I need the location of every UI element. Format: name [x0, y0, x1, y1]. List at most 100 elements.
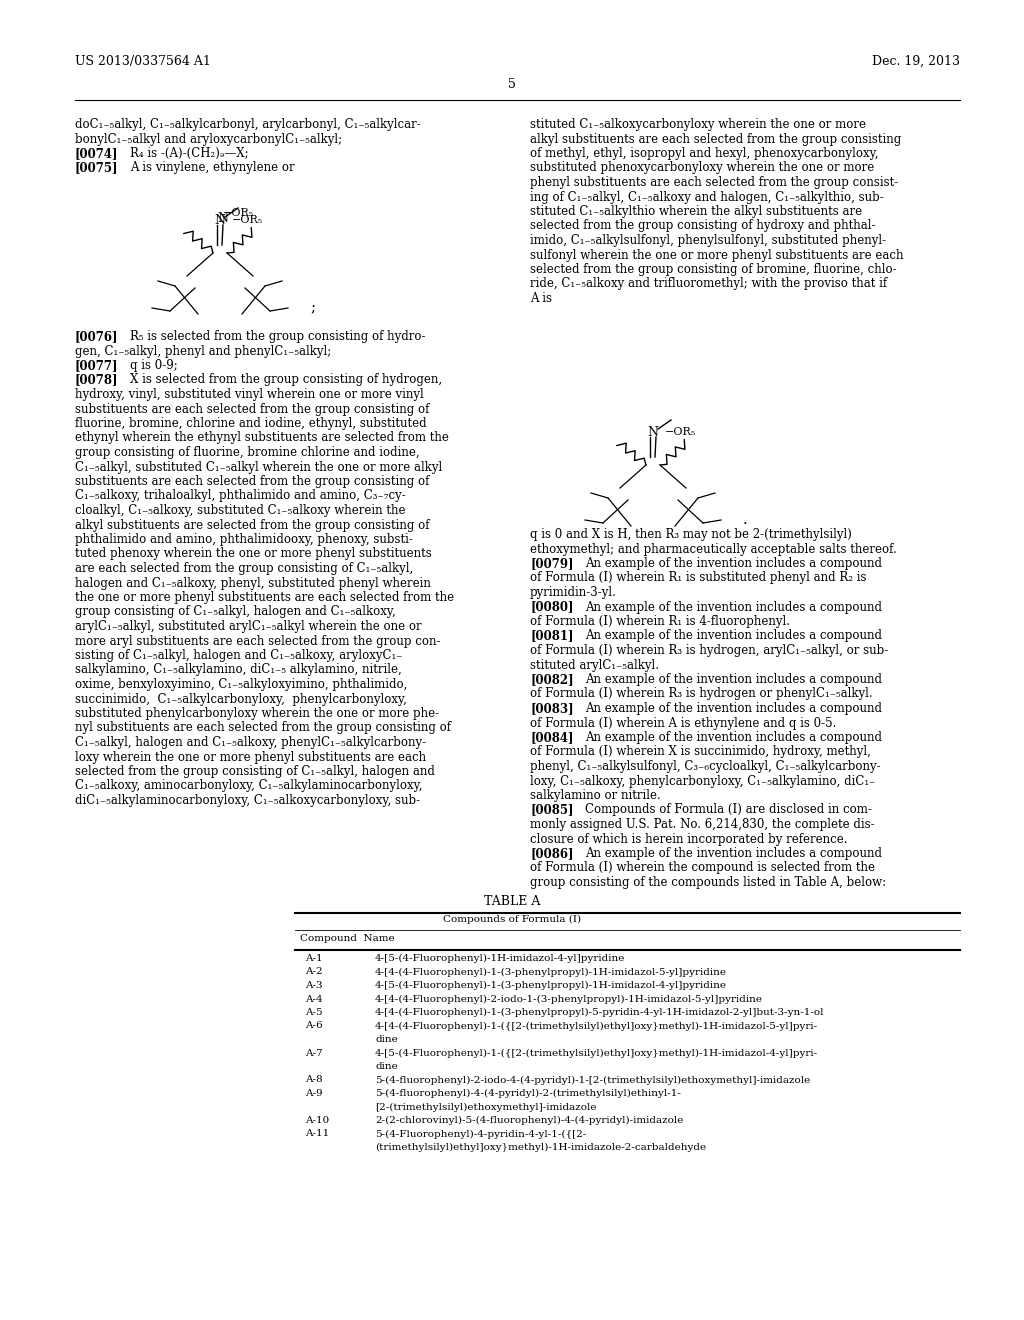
Text: salkylamino or nitrile.: salkylamino or nitrile. [530, 789, 660, 803]
Text: An example of the invention includes a compound: An example of the invention includes a c… [585, 630, 882, 643]
Text: An example of the invention includes a compound: An example of the invention includes a c… [585, 557, 882, 570]
Text: nyl substituents are each selected from the group consisting of: nyl substituents are each selected from … [75, 722, 451, 734]
Text: US 2013/0337564 A1: US 2013/0337564 A1 [75, 55, 211, 69]
Text: N: N [647, 425, 658, 438]
Text: [0085]: [0085] [530, 804, 573, 817]
Text: selected from the group consisting of C₁₋₅alkyl, halogen and: selected from the group consisting of C₁… [75, 766, 435, 777]
Text: [0076]: [0076] [75, 330, 119, 343]
Text: A-11: A-11 [305, 1130, 330, 1138]
Text: −OR₅: −OR₅ [665, 426, 696, 437]
Text: stituted arylC₁₋₅alkyl.: stituted arylC₁₋₅alkyl. [530, 659, 659, 672]
Text: A-7: A-7 [305, 1048, 323, 1057]
Text: doC₁₋₅alkyl, C₁₋₅alkylcarbonyl, arylcarbonyl, C₁₋₅alkylcar-: doC₁₋₅alkyl, C₁₋₅alkylcarbonyl, arylcarb… [75, 117, 421, 131]
Text: loxy, C₁₋₅alkoxy, phenylcarbonyloxy, C₁₋₅alkylamino, diC₁₋: loxy, C₁₋₅alkoxy, phenylcarbonyloxy, C₁₋… [530, 775, 876, 788]
Text: Compounds of Formula (I): Compounds of Formula (I) [443, 915, 581, 924]
Text: bonylC₁₋₅alkyl and aryloxycarbonylC₁₋₅alkyl;: bonylC₁₋₅alkyl and aryloxycarbonylC₁₋₅al… [75, 132, 342, 145]
Text: A-4: A-4 [305, 994, 323, 1003]
Text: ing of C₁₋₅alkyl, C₁₋₅alkoxy and halogen, C₁₋₅alkylthio, sub-: ing of C₁₋₅alkyl, C₁₋₅alkoxy and halogen… [530, 190, 884, 203]
Text: sulfonyl wherein the one or more phenyl substituents are each: sulfonyl wherein the one or more phenyl … [530, 248, 903, 261]
Text: dine: dine [375, 1063, 397, 1071]
Text: of Formula (I) wherein A is ethynylene and q is 0-5.: of Formula (I) wherein A is ethynylene a… [530, 717, 837, 730]
Text: diC₁₋₅alkylaminocarbonyloxy, C₁₋₅alkoxycarbonyloxy, sub-: diC₁₋₅alkylaminocarbonyloxy, C₁₋₅alkoxyc… [75, 795, 420, 807]
Text: q is 0-9;: q is 0-9; [130, 359, 178, 372]
Text: An example of the invention includes a compound: An example of the invention includes a c… [585, 702, 882, 715]
Text: A-3: A-3 [305, 981, 323, 990]
Text: 2-(2-chlorovinyl)-5-(4-fluorophenyl)-4-(4-pyridyl)-imidazole: 2-(2-chlorovinyl)-5-(4-fluorophenyl)-4-(… [375, 1115, 683, 1125]
Text: [0075]: [0075] [75, 161, 119, 174]
Text: [0080]: [0080] [530, 601, 573, 614]
Text: gen, C₁₋₅alkyl, phenyl and phenylC₁₋₅alkyl;: gen, C₁₋₅alkyl, phenyl and phenylC₁₋₅alk… [75, 345, 331, 358]
Text: fluorine, bromine, chlorine and iodine, ethynyl, substituted: fluorine, bromine, chlorine and iodine, … [75, 417, 427, 430]
Text: .: . [743, 513, 748, 527]
Text: 5-(4-fluorophenyl)-2-iodo-4-(4-pyridyl)-1-[2-(trimethylsilyl)ethoxymethyl]-imida: 5-(4-fluorophenyl)-2-iodo-4-(4-pyridyl)-… [375, 1076, 810, 1085]
Text: substituents are each selected from the group consisting of: substituents are each selected from the … [75, 475, 429, 488]
Text: −OR₅: −OR₅ [223, 209, 254, 218]
Text: q is 0 and X is H, then R₃ may not be 2-(trimethylsilyl): q is 0 and X is H, then R₃ may not be 2-… [530, 528, 852, 541]
Text: 4-[5-(4-Fluorophenyl)-1-({[2-(trimethylsilyl)ethyl]oxy}methyl)-1H-imidazol-4-yl]: 4-[5-(4-Fluorophenyl)-1-({[2-(trimethyls… [375, 1048, 818, 1057]
Text: halogen and C₁₋₅alkoxy, phenyl, substituted phenyl wherein: halogen and C₁₋₅alkoxy, phenyl, substitu… [75, 577, 431, 590]
Text: [0077]: [0077] [75, 359, 119, 372]
Text: alkyl substituents are selected from the group consisting of: alkyl substituents are selected from the… [75, 519, 429, 532]
Text: Compounds of Formula (I) are disclosed in com-: Compounds of Formula (I) are disclosed i… [585, 804, 871, 817]
Text: selected from the group consisting of hydroxy and phthal-: selected from the group consisting of hy… [530, 219, 876, 232]
Text: A-5: A-5 [305, 1008, 323, 1016]
Text: of Formula (I) wherein R₃ is hydrogen, arylC₁₋₅alkyl, or sub-: of Formula (I) wherein R₃ is hydrogen, a… [530, 644, 888, 657]
Text: tuted phenoxy wherein the one or more phenyl substituents: tuted phenoxy wherein the one or more ph… [75, 548, 432, 561]
Text: monly assigned U.S. Pat. No. 6,214,830, the complete dis-: monly assigned U.S. Pat. No. 6,214,830, … [530, 818, 874, 832]
Text: Compound  Name: Compound Name [300, 935, 394, 942]
Text: An example of the invention includes a compound: An example of the invention includes a c… [585, 847, 882, 861]
Text: A-6: A-6 [305, 1022, 323, 1031]
Text: phenyl substituents are each selected from the group consist-: phenyl substituents are each selected fr… [530, 176, 898, 189]
Text: C₁₋₅alkoxy, trihaloalkyl, phthalimido and amino, C₃₋₇cy-: C₁₋₅alkoxy, trihaloalkyl, phthalimido an… [75, 490, 406, 503]
Text: X is selected from the group consisting of hydrogen,: X is selected from the group consisting … [130, 374, 442, 387]
Text: [0086]: [0086] [530, 847, 573, 861]
Text: salkylamino, C₁₋₅alkylamino, diC₁₋₅ alkylamino, nitrile,: salkylamino, C₁₋₅alkylamino, diC₁₋₅ alky… [75, 664, 401, 676]
Text: An example of the invention includes a compound: An example of the invention includes a c… [585, 601, 882, 614]
Text: C₁₋₅alkyl, substituted C₁₋₅alkyl wherein the one or more alkyl: C₁₋₅alkyl, substituted C₁₋₅alkyl wherein… [75, 461, 442, 474]
Text: 4-[4-(4-Fluorophenyl)-1-(3-phenylpropyl)-5-pyridin-4-yl-1H-imidazol-2-yl]but-3-y: 4-[4-(4-Fluorophenyl)-1-(3-phenylpropyl)… [375, 1008, 824, 1018]
Text: of Formula (I) wherein R₁ is 4-fluorophenyl.: of Formula (I) wherein R₁ is 4-fluorophe… [530, 615, 790, 628]
Text: C₁₋₅alkoxy, aminocarbonyloxy, C₁₋₅alkylaminocarbonyloxy,: C₁₋₅alkoxy, aminocarbonyloxy, C₁₋₅alkyla… [75, 780, 423, 792]
Text: [2-(trimethylsilyl)ethoxymethyl]-imidazole: [2-(trimethylsilyl)ethoxymethyl]-imidazo… [375, 1102, 597, 1111]
Text: 4-[4-(4-Fluorophenyl)-2-iodo-1-(3-phenylpropyl)-1H-imidazol-5-yl]pyridine: 4-[4-(4-Fluorophenyl)-2-iodo-1-(3-phenyl… [375, 994, 763, 1003]
Text: 5: 5 [508, 78, 516, 91]
Text: group consisting of fluorine, bromine chlorine and iodine,: group consisting of fluorine, bromine ch… [75, 446, 420, 459]
Text: ;: ; [310, 301, 315, 315]
Text: A-1: A-1 [305, 954, 323, 964]
Text: sisting of C₁₋₅alkyl, halogen and C₁₋₅alkoxy, aryloxyC₁₋: sisting of C₁₋₅alkyl, halogen and C₁₋₅al… [75, 649, 402, 663]
Text: R₅ is selected from the group consisting of hydro-: R₅ is selected from the group consisting… [130, 330, 426, 343]
Text: cloalkyl, C₁₋₅alkoxy, substituted C₁₋₅alkoxy wherein the: cloalkyl, C₁₋₅alkoxy, substituted C₁₋₅al… [75, 504, 406, 517]
Text: [0083]: [0083] [530, 702, 573, 715]
Text: 4-[5-(4-Fluorophenyl)-1-(3-phenylpropyl)-1H-imidazol-4-yl]pyridine: 4-[5-(4-Fluorophenyl)-1-(3-phenylpropyl)… [375, 981, 727, 990]
Text: A is: A is [530, 292, 552, 305]
Text: group consisting of the compounds listed in Table A, below:: group consisting of the compounds listed… [530, 876, 886, 888]
Text: more aryl substituents are each selected from the group con-: more aryl substituents are each selected… [75, 635, 440, 648]
Text: Dec. 19, 2013: Dec. 19, 2013 [872, 55, 961, 69]
Text: substituents are each selected from the group consisting of: substituents are each selected from the … [75, 403, 429, 416]
Text: stituted C₁₋₅alkylthio wherein the alkyl substituents are: stituted C₁₋₅alkylthio wherein the alkyl… [530, 205, 862, 218]
Text: −OR₅: −OR₅ [232, 215, 263, 224]
Text: closure of which is herein incorporated by reference.: closure of which is herein incorporated … [530, 833, 848, 846]
Text: of Formula (I) wherein X is succinimido, hydroxy, methyl,: of Formula (I) wherein X is succinimido,… [530, 746, 870, 759]
Text: [0079]: [0079] [530, 557, 573, 570]
Text: 5-(4-Fluorophenyl)-4-pyridin-4-yl-1-({[2-: 5-(4-Fluorophenyl)-4-pyridin-4-yl-1-({[2… [375, 1130, 587, 1139]
Text: A-8: A-8 [305, 1076, 323, 1085]
Text: substituted phenoxycarbonyloxy wherein the one or more: substituted phenoxycarbonyloxy wherein t… [530, 161, 874, 174]
Text: of Formula (I) wherein R₃ is hydrogen or phenylC₁₋₅alkyl.: of Formula (I) wherein R₃ is hydrogen or… [530, 688, 872, 701]
Text: A-2: A-2 [305, 968, 323, 977]
Text: 5-(4-fluorophenyl)-4-(4-pyridyl)-2-(trimethylsilyl)ethinyl-1-: 5-(4-fluorophenyl)-4-(4-pyridyl)-2-(trim… [375, 1089, 681, 1098]
Text: [0082]: [0082] [530, 673, 573, 686]
Text: (trimethylsilyl)ethyl]oxy}methyl)-1H-imidazole-2-carbaldehyde: (trimethylsilyl)ethyl]oxy}methyl)-1H-imi… [375, 1143, 707, 1152]
Text: phenyl, C₁₋₅alkylsulfonyl, C₃₋₆cycloalkyl, C₁₋₅alkylcarbony-: phenyl, C₁₋₅alkylsulfonyl, C₃₋₆cycloalky… [530, 760, 881, 774]
Text: alkyl substituents are each selected from the group consisting: alkyl substituents are each selected fro… [530, 132, 901, 145]
Text: selected from the group consisting of bromine, fluorine, chlo-: selected from the group consisting of br… [530, 263, 897, 276]
Text: loxy wherein the one or more phenyl substituents are each: loxy wherein the one or more phenyl subs… [75, 751, 426, 763]
Text: dine: dine [375, 1035, 397, 1044]
Text: 4-[4-(4-Fluorophenyl)-1-(3-phenylpropyl)-1H-imidazol-5-yl]pyridine: 4-[4-(4-Fluorophenyl)-1-(3-phenylpropyl)… [375, 968, 727, 977]
Text: substituted phenylcarbonyloxy wherein the one or more phe-: substituted phenylcarbonyloxy wherein th… [75, 708, 439, 719]
Text: 4-[4-(4-Fluorophenyl)-1-({[2-(trimethylsilyl)ethyl]oxy}methyl)-1H-imidazol-5-yl]: 4-[4-(4-Fluorophenyl)-1-({[2-(trimethyls… [375, 1022, 818, 1031]
Text: group consisting of C₁₋₅alkyl, halogen and C₁₋₅alkoxy,: group consisting of C₁₋₅alkyl, halogen a… [75, 606, 395, 619]
Text: [0084]: [0084] [530, 731, 573, 744]
Text: oxime, benxyloxyimino, C₁₋₅alkyloxyimino, phthalimido,: oxime, benxyloxyimino, C₁₋₅alkyloxyimino… [75, 678, 408, 690]
Text: N: N [217, 211, 228, 224]
